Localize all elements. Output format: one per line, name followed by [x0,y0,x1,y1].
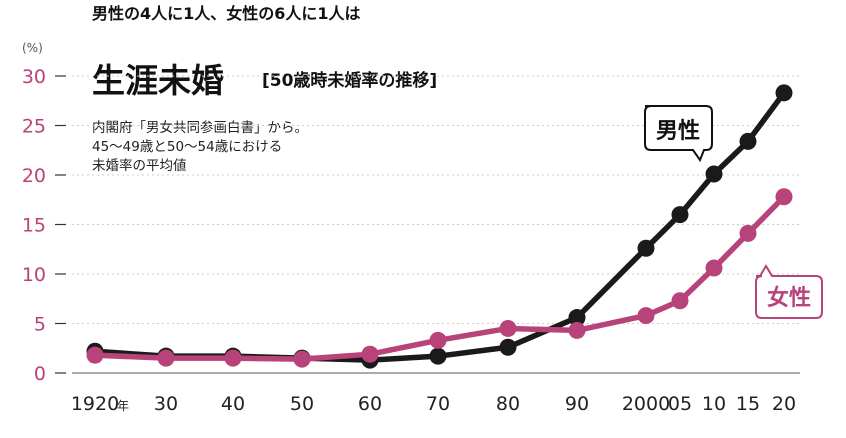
data-point-female [637,307,655,325]
data-point-female [224,349,242,367]
data-point-male [429,347,447,365]
y-tick-label: 20 [22,165,46,187]
x-tick-label: 70 [426,393,450,415]
data-point-male [775,84,793,102]
data-point-female [86,346,104,364]
x-tick-label: 15 [736,393,760,415]
male-callout-label: 男性 [656,119,700,144]
data-point-female [775,188,793,206]
y-tick-label: 0 [34,363,46,385]
x-tick-label: 60 [358,393,382,415]
x-tick-label: 40 [221,393,245,415]
data-point-male [637,239,655,257]
source-note-line2: 45～49歳と50～54歳における [92,139,283,155]
data-point-female [671,292,689,310]
y-tick-label: 25 [22,116,46,138]
y-tick-label: 30 [22,66,46,88]
x-tick-label: 2000 [622,393,670,415]
data-point-female [293,350,311,368]
data-point-female [739,224,757,242]
y-tick-label: 15 [22,215,46,237]
chart-title-line1: 男性の4人に1人、女性の6人に1人は [92,4,361,23]
female-callout-label: 女性 [767,285,811,311]
male-callout-bubble [644,105,713,163]
x-tick-label: 1920 [71,393,119,415]
female-callout-bubble [755,264,823,319]
y-tick-label: 10 [22,264,46,286]
x-tick-label: 05 [668,393,692,415]
y-axis: 0 5 10 15 20 25 30 (%) [22,41,66,385]
data-point-male [499,338,517,356]
x-tick-label: 20 [772,393,796,415]
x-tick-label: 50 [290,393,314,415]
grid-lines [72,75,800,374]
y-tick-label: 5 [34,314,46,336]
data-point-male [671,206,689,224]
data-point-female [705,259,723,277]
x-tick-label: 10 [702,393,726,415]
data-point-female [157,349,175,367]
data-point-male [568,309,586,327]
x-tick-label: 30 [154,393,178,415]
x-tick-label: 80 [496,393,520,415]
series-layer [86,84,793,369]
y-unit-label: (%) [22,41,43,55]
source-note-line1: 内閣府「男女共同参画白書」から。 [92,120,308,136]
source-note-line3: 未婚率の平均値 [92,158,187,174]
x-unit-suffix: 年 [117,399,129,413]
data-point-male [705,165,723,183]
data-point-female [429,331,447,349]
data-point-male [739,132,757,150]
chart-title-line2: 生涯未婚 [92,61,224,100]
data-point-female [568,321,586,339]
x-tick-label: 90 [565,393,589,415]
data-point-female [361,345,379,363]
data-point-female [499,319,517,337]
